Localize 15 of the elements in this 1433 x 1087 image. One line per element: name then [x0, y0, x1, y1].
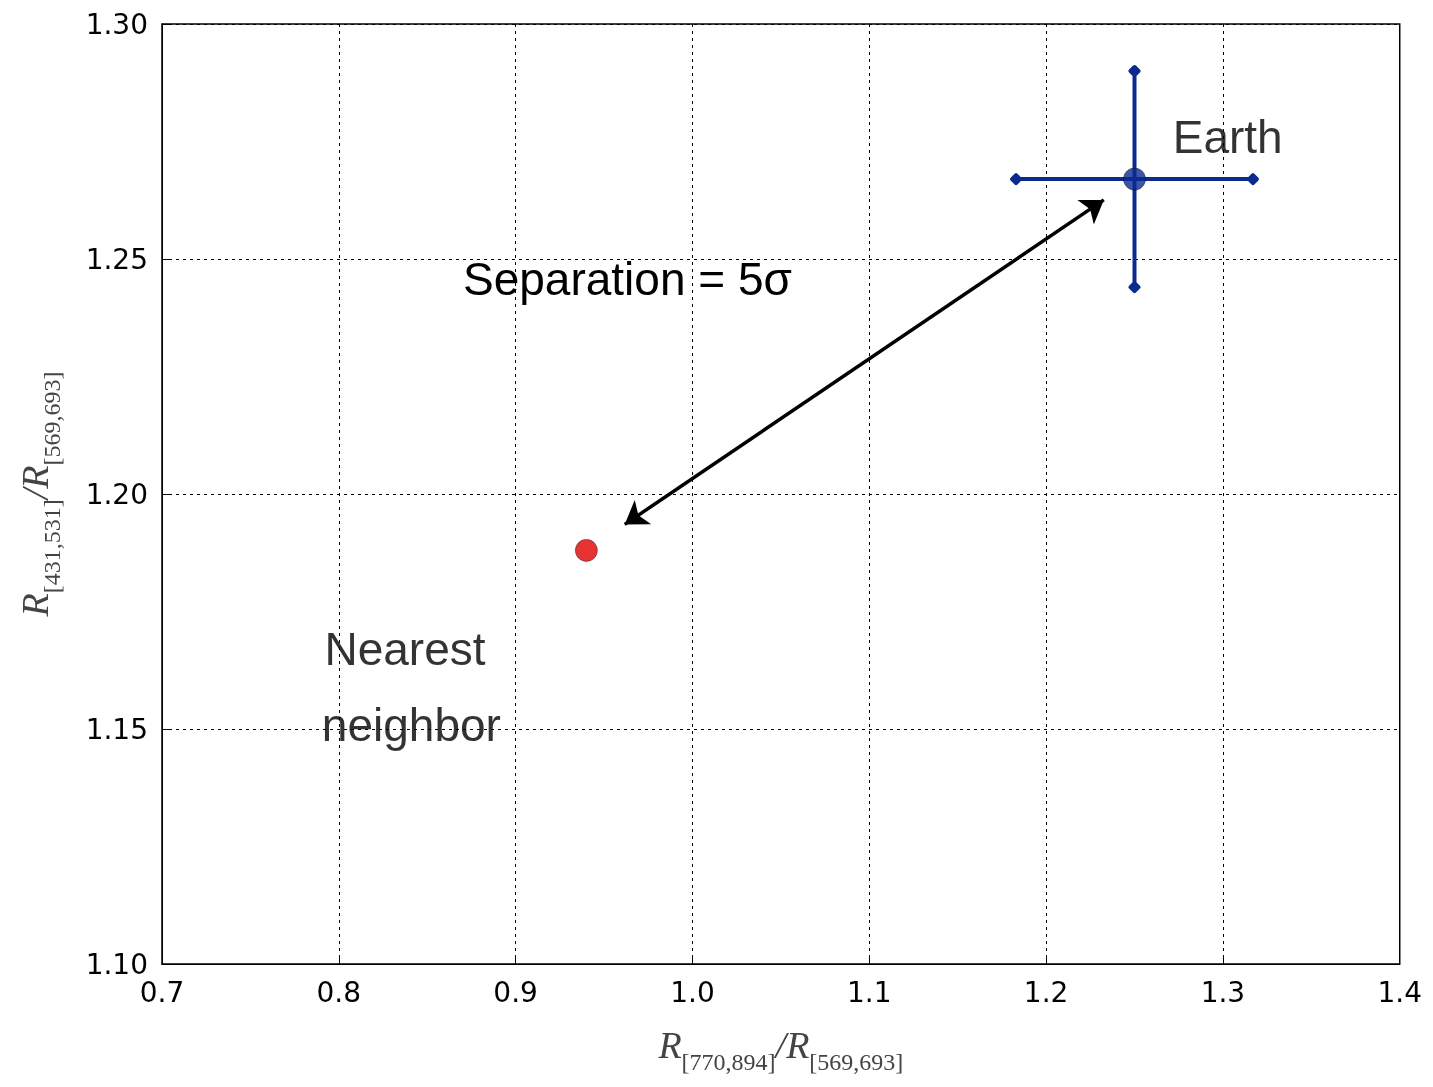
x-tick-label: 0.9 [493, 975, 538, 1009]
x-tick-label: 1.2 [1023, 975, 1069, 1009]
x-tick-label: 1.0 [670, 975, 715, 1009]
text: Nearest neighbor [321, 622, 501, 751]
y-tick-label: 1.15 [85, 712, 148, 746]
x-tick-label: 1.1 [847, 975, 892, 1009]
x-tick-label: 1.3 [1200, 975, 1246, 1009]
y-tick-label: 1.25 [85, 242, 148, 276]
y-tick-label: 1.30 [85, 7, 148, 41]
annotation: Separation = 5σ [463, 253, 792, 305]
y-axis-title: R[431,531]/R[569,693] [14, 371, 65, 618]
x-tick-label: 0.8 [316, 975, 362, 1009]
series-label: Earth [1172, 111, 1283, 164]
x-tick-label: 1.4 [1377, 975, 1422, 1009]
y-tick-label: 1.20 [85, 477, 148, 511]
